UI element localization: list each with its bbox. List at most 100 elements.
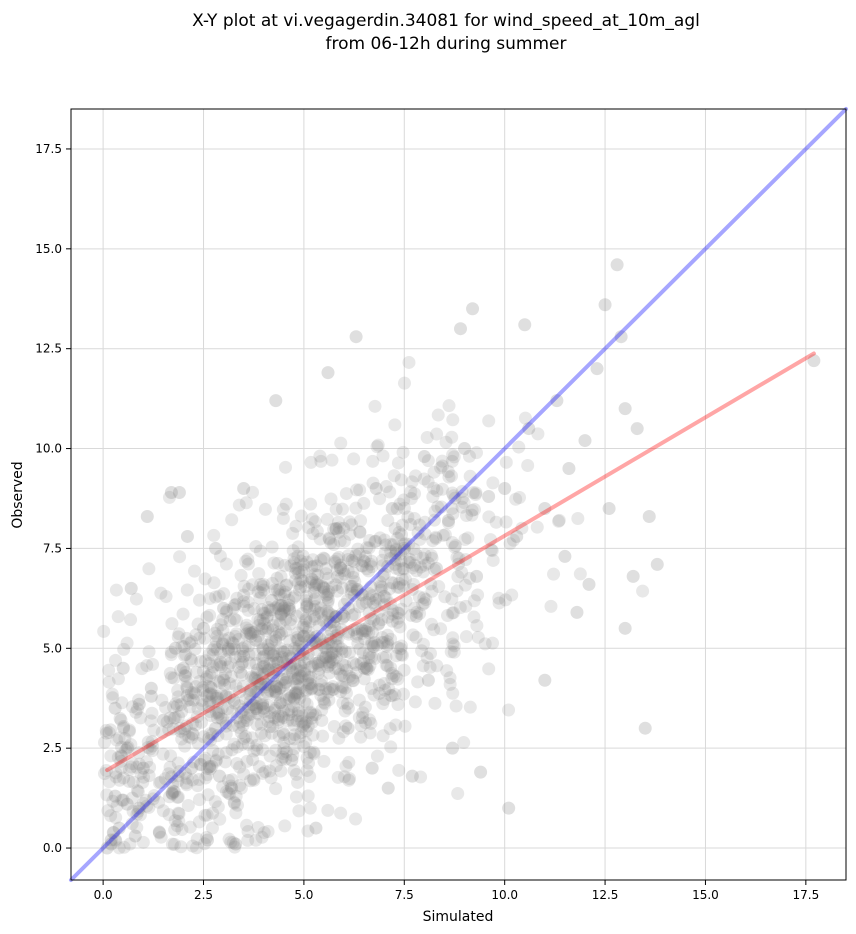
scatter-point-961 <box>260 610 274 624</box>
scatter-point-622 <box>212 674 226 688</box>
scatter-point-1115 <box>465 508 479 522</box>
scatter-point-43 <box>510 529 524 543</box>
scatter-point-751 <box>552 514 566 528</box>
scatter-point-1350 <box>175 705 189 719</box>
scatter-point-1205 <box>347 623 361 637</box>
scatter-point-1085 <box>325 640 339 654</box>
scatter-point-632 <box>544 599 558 613</box>
scatter-point-1173 <box>205 821 219 835</box>
scatter-point-1134 <box>391 531 405 545</box>
scatter-point-861 <box>415 644 429 658</box>
scatter-point-211 <box>364 612 378 626</box>
scatter-point-616 <box>275 752 289 766</box>
scatter-point-924 <box>218 755 232 769</box>
scatter-point-287 <box>317 585 331 599</box>
x-axis-label: Simulated <box>423 909 494 925</box>
scatter-point-1485 <box>336 564 350 578</box>
scatter-point-829 <box>405 561 419 575</box>
scatter-point-247 <box>167 711 181 725</box>
scatter-point-419 <box>285 664 299 678</box>
scatter-point-1240 <box>271 598 285 612</box>
scatter-point-406 <box>308 515 322 529</box>
scatter-point-75 <box>341 721 355 735</box>
scatter-point-1506 <box>214 687 228 701</box>
scatter-point-389 <box>296 558 310 572</box>
scatter-point-1247 <box>310 577 324 591</box>
scatter-point-278 <box>363 726 377 740</box>
scatter-point-328 <box>210 642 224 656</box>
scatter-point-208 <box>196 664 210 678</box>
scatter-point-178 <box>232 498 246 512</box>
scatter-point-758 <box>337 669 351 683</box>
scatter-point-876 <box>251 674 265 688</box>
scatter-point-1190 <box>240 618 254 632</box>
scatter-point-295 <box>636 584 650 598</box>
scatter-point-1058 <box>131 785 145 799</box>
scatter-point-744 <box>281 601 295 615</box>
scatter-point-1333 <box>269 684 283 698</box>
scatter-point-1248 <box>222 773 236 787</box>
scatter-point-1599 <box>297 618 311 632</box>
scatter-point-1238 <box>288 687 302 701</box>
scatter-point-327 <box>266 648 280 662</box>
scatter-point-690 <box>286 748 300 762</box>
scatter-point-261 <box>369 592 383 606</box>
scatter-point-254 <box>342 627 356 641</box>
scatter-point-366 <box>301 719 315 733</box>
scatter-point-1135 <box>300 590 314 604</box>
scatter-point-1290 <box>311 568 325 582</box>
scatter-point-1502 <box>381 513 395 527</box>
scatter-point-1251 <box>330 584 344 598</box>
scatter-point-420 <box>329 609 343 623</box>
scatter-point-475 <box>299 684 313 698</box>
scatter-point-1446 <box>283 602 297 616</box>
scatter-point-137 <box>303 745 317 759</box>
scatter-point-297 <box>286 666 300 680</box>
scatter-point-128 <box>410 605 424 619</box>
scatter-point-1368 <box>316 638 330 652</box>
scatter-point-79 <box>421 673 435 687</box>
scatter-point-308 <box>458 578 472 592</box>
scatter-point-119 <box>227 795 241 809</box>
scatter-point-202 <box>152 795 166 809</box>
scatter-point-791 <box>407 601 421 615</box>
scatter-point-1596 <box>430 484 444 498</box>
scatter-point-1079 <box>467 594 481 608</box>
scatter-point-1590 <box>274 588 288 602</box>
scatter-point-1466 <box>416 659 430 673</box>
scatter-point-1168 <box>215 701 229 715</box>
scatter-point-1342 <box>416 551 430 565</box>
scatter-point-168 <box>281 703 295 717</box>
scatter-point-157 <box>269 701 283 715</box>
scatter-point-873 <box>165 617 179 631</box>
scatter-point-1539 <box>270 679 284 693</box>
scatter-point-83 <box>582 577 596 591</box>
scatter-point-922 <box>130 702 144 716</box>
scatter-point-1362 <box>302 670 316 684</box>
scatter-point-1399 <box>208 640 222 654</box>
scatter-point-1355 <box>246 485 260 499</box>
scatter-point-1096 <box>309 656 323 670</box>
scatter-point-1315 <box>112 731 126 745</box>
scatter-point-1166 <box>117 771 131 785</box>
scatter-point-1340 <box>257 656 271 670</box>
scatter-point-1347 <box>263 764 277 778</box>
scatter-point-502 <box>427 563 441 577</box>
scatter-point-1150 <box>362 647 376 661</box>
scatter-point-1526 <box>247 744 261 758</box>
scatter-point-557 <box>232 660 246 674</box>
scatter-point-1371 <box>162 767 176 781</box>
scatter-point-1503 <box>447 606 461 620</box>
scatter-point-1547 <box>370 638 384 652</box>
scatter-point-338 <box>191 737 205 751</box>
scatter-point-354 <box>267 556 281 570</box>
scatter-point-579 <box>446 507 460 521</box>
scatter-point-229 <box>269 633 283 647</box>
scatter-point-1519 <box>271 613 285 627</box>
scatter-point-581 <box>307 609 321 623</box>
scatter-point-17 <box>225 781 239 795</box>
scatter-point-978 <box>210 629 224 643</box>
scatter-point-38 <box>441 513 455 527</box>
scatter-point-268 <box>212 705 226 719</box>
scatter-point-1545 <box>372 592 386 606</box>
